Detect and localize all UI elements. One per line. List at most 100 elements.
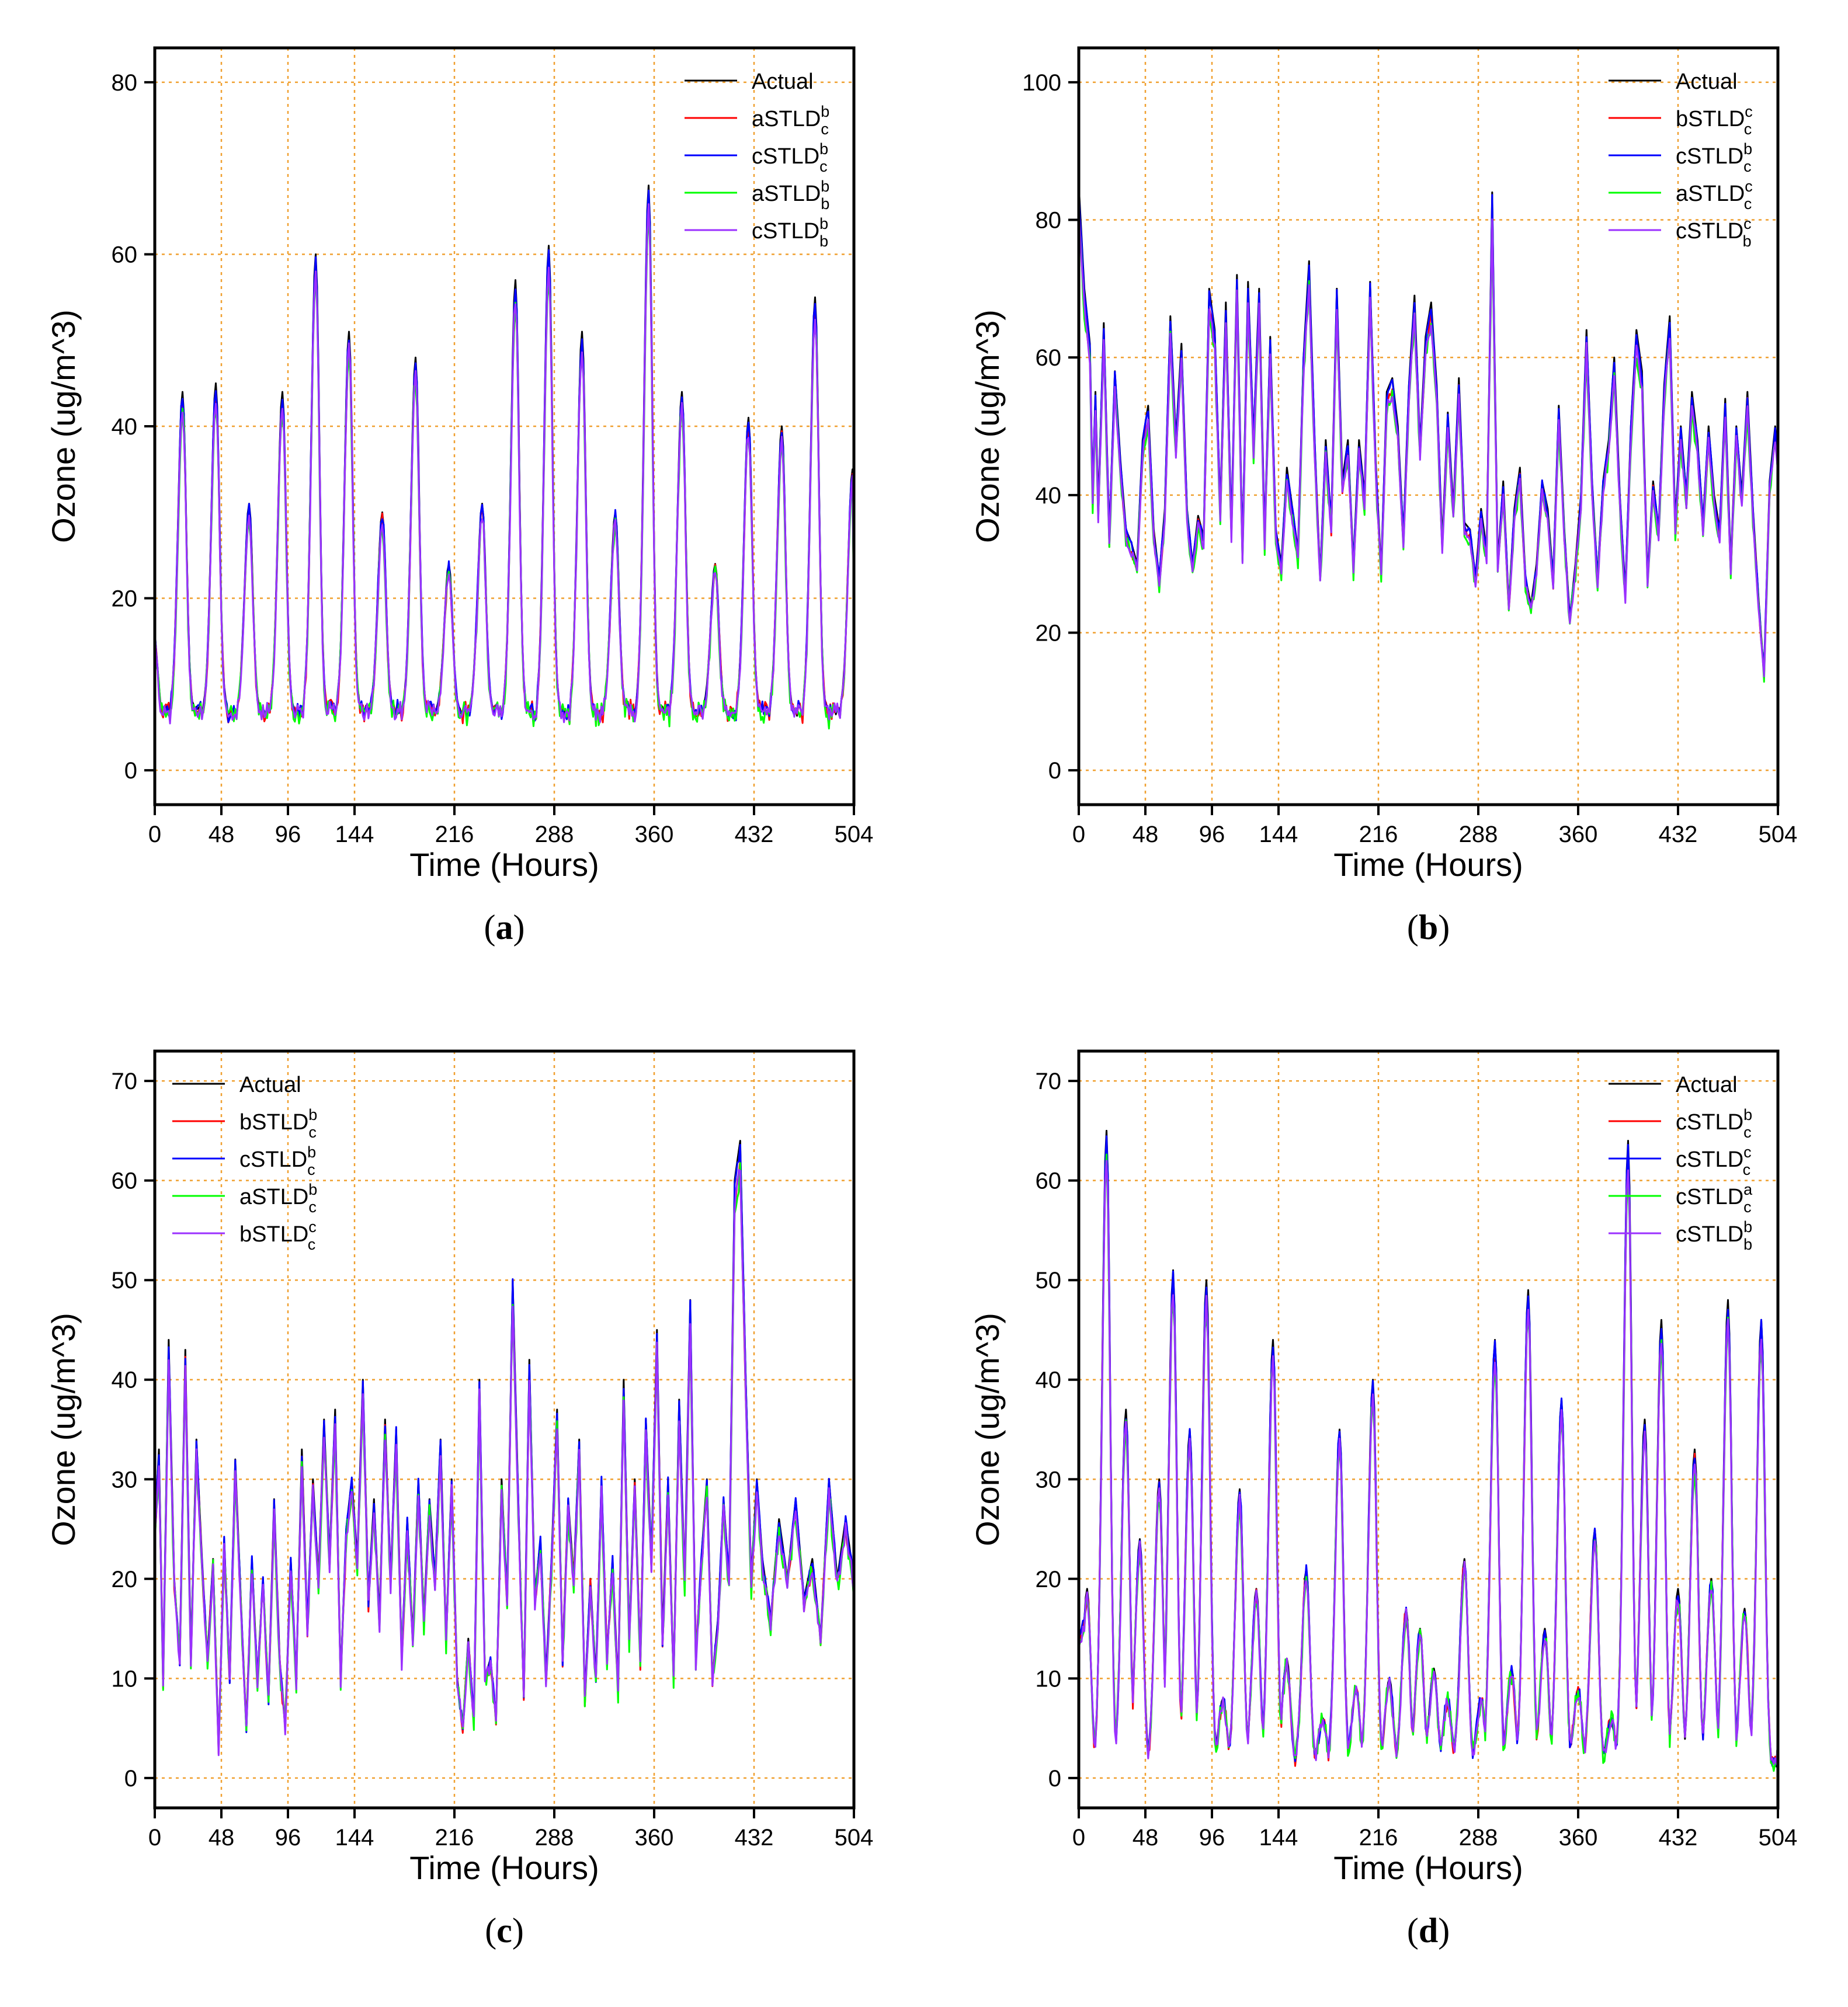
legend-label: Actual	[239, 1073, 301, 1097]
series-group	[155, 185, 854, 730]
x-tick-label: 96	[275, 1825, 301, 1851]
y-tick-label: 30	[112, 1467, 138, 1493]
chart-c-svg: 0 48 96 144 216 288 360 432 504 0 10 20 30 40 50 60 70 Ti…	[45, 1049, 874, 1950]
chart-panel-a: 0 48 96 144 216 288 360 432 504 0 20 40 60 80 Time (Ho…	[0, 0, 924, 1003]
plot-frame	[153, 1049, 856, 1810]
chart-a-svg: 0 48 96 144 216 288 360 432 504 0 20 40 60 80 Time (Ho…	[45, 46, 874, 947]
y-tick-label: 10	[1036, 1666, 1062, 1692]
legend-label: cSTLDb b	[1676, 1218, 1752, 1253]
x-tick-label: 48	[1133, 822, 1159, 847]
legend-label: Actual	[1676, 1073, 1738, 1097]
x-axis-ticks: 0 48 96 144 216 288 360 432 504	[1072, 805, 1797, 847]
x-tick-label: 432	[1659, 822, 1698, 847]
y-tick-label: 10	[112, 1666, 138, 1692]
legend-label: cSTLDa c	[1676, 1181, 1753, 1216]
legend-label: cSTLDb c	[239, 1143, 316, 1178]
x-axis-ticks: 0 48 96 144 216 288 360 432 504	[148, 1808, 874, 1851]
x-tick-label: 0	[1072, 1825, 1085, 1851]
x-tick-label: 360	[635, 1825, 674, 1851]
y-tick-label: 60	[112, 1168, 138, 1194]
chart-b-svg: 0 48 96 144 216 288 360 432 504 0 20 40 60 80 100 Time …	[969, 46, 1797, 947]
figure-caption: (c)	[485, 1911, 524, 1950]
legend-label: Actual	[752, 69, 814, 94]
y-tick-label: 80	[112, 70, 138, 96]
x-tick-label: 144	[1259, 1825, 1298, 1851]
legend-label: cSTLDc c	[1676, 1143, 1752, 1178]
chart-panel-d: 0 48 96 144 216 288 360 432 504 0 10 20 30 40 50 60 70 Ti…	[924, 1003, 1848, 2006]
x-axis-ticks: 0 48 96 144 216 288 360 432 504	[148, 805, 874, 847]
legend-label: bSTLDc c	[1676, 103, 1753, 138]
y-tick-label: 60	[1036, 345, 1062, 371]
legend-label: aSTLDc c	[1676, 178, 1753, 213]
y-tick-label: 70	[112, 1069, 138, 1094]
x-tick-label: 432	[735, 822, 774, 847]
y-axis-ticks: 0 20 40 60 80 100	[1022, 70, 1079, 784]
x-tick-label: 360	[1559, 1825, 1598, 1851]
y-tick-label: 20	[112, 1567, 138, 1592]
y-axis-label: Ozone (ug/m^3)	[969, 309, 1006, 543]
legend-label: bSTLDb c	[239, 1106, 317, 1141]
series-group	[155, 1140, 854, 1756]
series-line-bSTLD^c_c	[155, 1168, 854, 1756]
y-axis-ticks: 0 10 20 30 40 50 60 70	[1036, 1069, 1079, 1792]
x-axis-label: Time (Hours)	[1333, 1849, 1523, 1886]
x-tick-label: 432	[735, 1825, 774, 1851]
x-tick-label: 504	[835, 1825, 874, 1851]
x-tick-label: 0	[148, 822, 161, 847]
x-tick-label: 144	[1259, 822, 1298, 847]
y-axis-label: Ozone (ug/m^3)	[45, 1313, 82, 1546]
y-tick-label: 80	[1036, 208, 1062, 234]
x-tick-label: 360	[635, 822, 674, 847]
x-tick-label: 288	[535, 822, 574, 847]
y-tick-label: 60	[1036, 1168, 1062, 1194]
legend-label: cSTLDb c	[752, 140, 828, 175]
series-group	[1079, 1129, 1778, 1772]
y-tick-label: 0	[124, 1766, 137, 1792]
y-tick-label: 50	[112, 1268, 138, 1293]
x-axis-label: Time (Hours)	[409, 846, 599, 883]
x-tick-label: 48	[1133, 1825, 1159, 1851]
y-tick-label: 50	[1036, 1268, 1062, 1293]
y-tick-label: 70	[1036, 1069, 1062, 1094]
x-tick-label: 504	[835, 822, 874, 847]
y-axis-label: Ozone (ug/m^3)	[45, 309, 82, 543]
y-axis-ticks: 0 20 40 60 80	[112, 70, 155, 784]
figure-caption: (b)	[1407, 908, 1450, 947]
y-tick-label: 20	[112, 586, 138, 612]
x-tick-label: 216	[1359, 822, 1398, 847]
legend-label: bSTLDc c	[239, 1218, 317, 1253]
legend-label: cSTLDb c	[1676, 1106, 1752, 1141]
y-tick-label: 100	[1022, 70, 1061, 96]
y-axis-ticks: 0 10 20 30 40 50 60 70	[112, 1069, 155, 1792]
chart-panel-b: 0 48 96 144 216 288 360 432 504 0 20 40 60 80 100 Time …	[924, 0, 1848, 1003]
y-tick-label: 20	[1036, 620, 1062, 646]
x-tick-label: 48	[209, 1825, 235, 1851]
y-tick-label: 0	[1048, 1766, 1061, 1792]
x-tick-label: 0	[1072, 822, 1085, 847]
y-tick-label: 20	[1036, 1567, 1062, 1592]
legend-label: cSTLDc b	[1676, 215, 1752, 250]
x-tick-label: 48	[209, 822, 235, 847]
x-tick-label: 96	[1199, 1825, 1225, 1851]
y-tick-label: 30	[1036, 1467, 1062, 1493]
series-group	[1079, 185, 1778, 683]
plot-frame	[1077, 1049, 1780, 1810]
figure-caption: (a)	[484, 908, 525, 947]
gridlines	[1078, 1051, 1779, 1808]
x-axis-ticks: 0 48 96 144 216 288 360 432 504	[1072, 1808, 1797, 1851]
chart-d-svg: 0 48 96 144 216 288 360 432 504 0 10 20 30 40 50 60 70 Ti…	[969, 1049, 1797, 1950]
legend-label: aSTLDb b	[752, 178, 829, 213]
y-tick-label: 60	[112, 242, 138, 267]
x-tick-label: 360	[1559, 822, 1598, 847]
y-tick-label: 40	[1036, 1368, 1062, 1393]
y-tick-label: 40	[1036, 483, 1062, 509]
legend-label: aSTLDb c	[239, 1181, 317, 1216]
x-tick-label: 216	[435, 822, 474, 847]
x-tick-label: 0	[148, 1825, 161, 1851]
y-axis-label: Ozone (ug/m^3)	[969, 1313, 1006, 1546]
legend-label: aSTLDb c	[752, 103, 829, 138]
